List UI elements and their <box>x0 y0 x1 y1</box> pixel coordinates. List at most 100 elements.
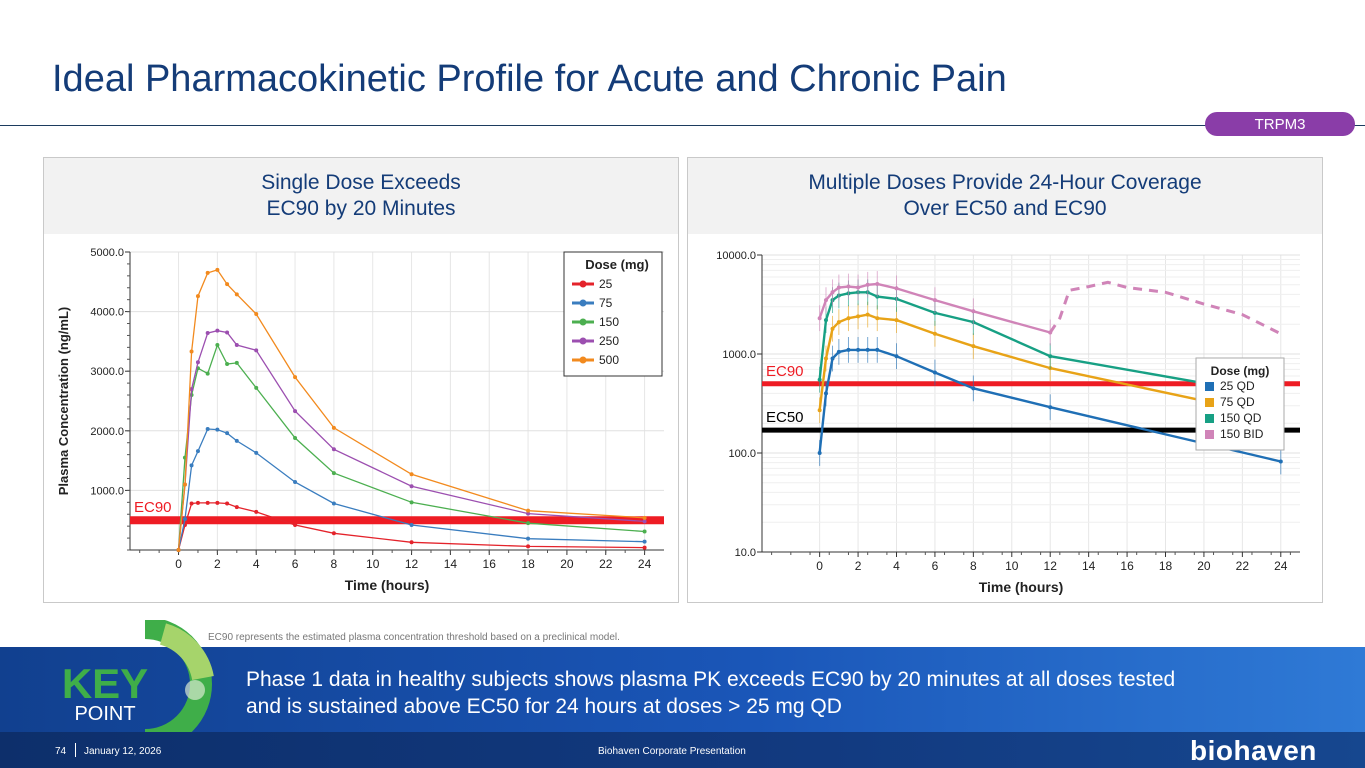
series-line-250 <box>177 330 645 551</box>
x-tick-label: 18 <box>521 557 535 571</box>
data-point-500 <box>293 375 298 380</box>
data-point-25-qd <box>817 451 822 455</box>
data-point-150-qd <box>1048 354 1053 359</box>
data-point-25-qd <box>865 347 870 352</box>
x-tick-label: 8 <box>331 557 338 571</box>
data-point-75 <box>189 463 194 468</box>
data-point-500 <box>205 270 210 275</box>
x-tick-label: 20 <box>560 557 574 571</box>
key-point-badge: KEY POINT <box>62 620 214 740</box>
legend-marker <box>579 299 587 307</box>
data-point-25-qd <box>971 386 976 391</box>
data-point-25-qd <box>823 391 828 396</box>
legend-swatch <box>1205 414 1214 423</box>
data-point-150 <box>215 342 220 347</box>
data-point-250 <box>215 328 220 333</box>
slide-title: Ideal Pharmacokinetic Profile for Acute … <box>52 58 1007 100</box>
data-point-500 <box>189 349 194 354</box>
ec90-threshold-label: EC90 <box>134 499 172 516</box>
data-point-150-bid <box>856 285 861 290</box>
data-point-150 <box>234 360 239 365</box>
data-point-25 <box>225 501 230 506</box>
data-point-25 <box>254 509 259 514</box>
y-tick-label: 5000.0 <box>90 247 124 259</box>
page-number: 74 <box>55 746 67 757</box>
x-axis-label: Time (hours) <box>345 577 430 593</box>
x-tick-label: 10 <box>1005 559 1019 573</box>
footer-separator <box>75 743 76 757</box>
y-tick-label: 4000.0 <box>90 307 124 319</box>
data-point-150 <box>254 385 259 390</box>
data-point-75-qd <box>817 408 822 413</box>
single-dose-title-line2: EC90 by 20 Minutes <box>266 197 456 220</box>
data-point-150 <box>293 435 298 440</box>
x-tick-label: 0 <box>175 557 182 571</box>
data-point-75 <box>182 517 187 522</box>
series-line-150-bid-projected <box>1048 280 1282 336</box>
data-point-75-qd <box>830 326 835 331</box>
x-tick-label: 0 <box>816 559 823 573</box>
data-point-150 <box>225 362 230 367</box>
multiple-dose-title-line1: Multiple Doses Provide 24-Hour Coverage <box>808 171 1202 194</box>
single-dose-title-line1: Single Dose Exceeds <box>261 171 461 194</box>
y-tick-label: 1000.0 <box>90 485 124 497</box>
data-point-25-qd <box>932 370 937 375</box>
data-point-25 <box>215 500 220 505</box>
legend-swatch <box>1205 398 1214 407</box>
x-tick-label: 12 <box>405 557 419 571</box>
point-word: POINT <box>74 703 135 725</box>
ec90-footnote: EC90 represents the estimated plasma con… <box>208 632 620 643</box>
data-point-150 <box>409 500 414 505</box>
data-point-150-bid <box>971 309 976 314</box>
data-point-25 <box>195 500 200 505</box>
data-point-500 <box>176 548 181 552</box>
ec50-threshold-label: EC50 <box>766 409 804 426</box>
data-point-25-qd <box>1048 405 1053 410</box>
data-point-75 <box>409 522 414 527</box>
key-point-ring-highlight-icon <box>159 623 214 681</box>
data-point-150-bid <box>875 281 880 286</box>
data-point-150-bid <box>823 298 828 303</box>
y-tick-label: 10.0 <box>735 547 756 559</box>
footer-date: January 12, 2026 <box>84 746 162 757</box>
single-dose-chart: 0 2 4 6 8 10 12 14 16 18 20 22 241000.02000.03000.04… <box>56 247 664 593</box>
data-point-500 <box>409 472 414 477</box>
legend-swatch <box>1205 430 1214 439</box>
x-tick-label: 2 <box>855 559 862 573</box>
legend-title: Dose (mg) <box>585 257 649 272</box>
x-tick-label: 22 <box>599 557 613 571</box>
data-point-250 <box>526 511 531 516</box>
data-point-75 <box>195 449 200 454</box>
y-axis-label: Plasma Concentration (ng/mL) <box>56 307 71 496</box>
data-point-25-qd <box>836 349 841 354</box>
data-point-250 <box>254 348 259 353</box>
data-point-150-bid <box>836 285 841 290</box>
biohaven-logo: biohaven <box>1190 735 1317 766</box>
single-dose-panel: Single Dose Exceeds EC90 by 20 Minutes 0… <box>43 157 679 603</box>
key-point-band <box>0 647 1365 732</box>
data-point-500 <box>254 311 259 316</box>
series-line-75 <box>177 428 645 551</box>
multiple-dose-chart: 0 2 4 6 8 10 12 14 16 18 20 22 2410.0100.01000.01000… <box>716 250 1300 595</box>
data-point-75 <box>215 427 220 432</box>
key-point-line1: Phase 1 data in healthy subjects shows p… <box>246 668 1176 691</box>
data-point-500 <box>526 508 531 513</box>
data-point-150 <box>331 471 336 476</box>
x-tick-label: 14 <box>444 557 458 571</box>
data-point-250 <box>409 484 414 489</box>
legend-label: 250 <box>599 334 619 348</box>
key-point-dot-icon <box>185 680 205 700</box>
data-point-150-bid <box>865 282 870 287</box>
y-tick-label: 2000.0 <box>90 426 124 438</box>
data-point-25-qd <box>894 354 899 359</box>
data-point-250 <box>234 342 239 347</box>
x-tick-label: 10 <box>366 557 380 571</box>
footer-presentation-name: Biohaven Corporate Presentation <box>598 746 746 757</box>
x-tick-label: 24 <box>1274 559 1288 573</box>
y-tick-label: 3000.0 <box>90 366 124 378</box>
trpm3-tag: TRPM3 <box>1205 112 1355 136</box>
data-point-150-bid <box>932 298 937 303</box>
multiple-dose-title-line2: Over EC50 and EC90 <box>903 197 1107 220</box>
data-point-150 <box>205 371 210 376</box>
